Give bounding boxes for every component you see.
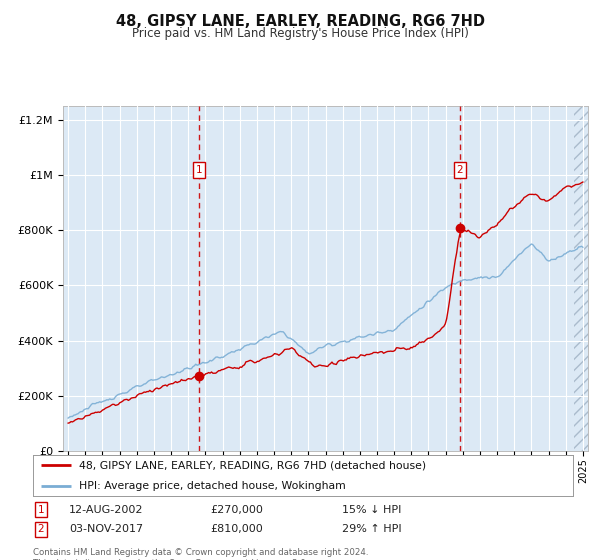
Bar [574, 106, 596, 451]
Text: 12-AUG-2002: 12-AUG-2002 [69, 505, 143, 515]
Text: £810,000: £810,000 [210, 524, 263, 534]
Text: 1: 1 [196, 165, 202, 175]
Text: 15% ↓ HPI: 15% ↓ HPI [342, 505, 401, 515]
Text: Price paid vs. HM Land Registry's House Price Index (HPI): Price paid vs. HM Land Registry's House … [131, 27, 469, 40]
Text: 2: 2 [37, 524, 44, 534]
Text: 03-NOV-2017: 03-NOV-2017 [69, 524, 143, 534]
Text: HPI: Average price, detached house, Wokingham: HPI: Average price, detached house, Woki… [79, 480, 346, 491]
Text: 29% ↑ HPI: 29% ↑ HPI [342, 524, 401, 534]
Text: Contains HM Land Registry data © Crown copyright and database right 2024.
This d: Contains HM Land Registry data © Crown c… [33, 548, 368, 560]
Text: 48, GIPSY LANE, EARLEY, READING, RG6 7HD: 48, GIPSY LANE, EARLEY, READING, RG6 7HD [115, 14, 485, 29]
Text: 48, GIPSY LANE, EARLEY, READING, RG6 7HD (detached house): 48, GIPSY LANE, EARLEY, READING, RG6 7HD… [79, 460, 426, 470]
Text: 1: 1 [37, 505, 44, 515]
Text: 2: 2 [457, 165, 463, 175]
Text: £270,000: £270,000 [210, 505, 263, 515]
